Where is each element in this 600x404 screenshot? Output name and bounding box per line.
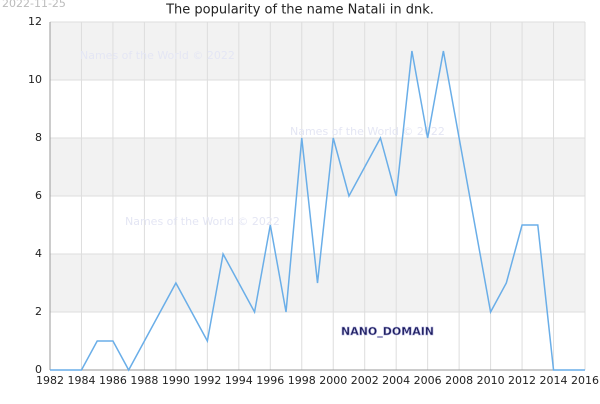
chart-title: The popularity of the name Natali in dnk… xyxy=(165,3,434,18)
x-tick-label: 2012 xyxy=(508,374,536,387)
x-tick-label: 1982 xyxy=(36,374,64,387)
x-tick-label: 2002 xyxy=(351,374,379,387)
x-tick-label: 1986 xyxy=(99,374,127,387)
y-tick-label: 8 xyxy=(35,131,42,144)
y-tick-label: 0 xyxy=(35,363,42,376)
y-tick-label: 6 xyxy=(35,189,42,202)
watermark: Names of the World © 2022 xyxy=(290,125,445,138)
brand-label: NANO_DOMAIN xyxy=(341,325,434,338)
x-tick-label: 2014 xyxy=(540,374,568,387)
x-tick-label: 2006 xyxy=(414,374,442,387)
y-tick-label: 2 xyxy=(35,305,42,318)
x-tick-label: 2000 xyxy=(319,374,347,387)
date-stamp: 2022-11-25 xyxy=(2,0,66,10)
grid-band xyxy=(50,138,585,196)
grid-band xyxy=(50,22,585,80)
x-tick-label: 2016 xyxy=(571,374,599,387)
x-tick-label: 1992 xyxy=(193,374,221,387)
y-tick-label: 10 xyxy=(28,73,42,86)
x-tick-label: 2004 xyxy=(382,374,410,387)
x-tick-label: 1994 xyxy=(225,374,253,387)
watermark: Names of the World © 2022 xyxy=(125,215,280,228)
x-tick-label: 2008 xyxy=(445,374,473,387)
y-tick-label: 12 xyxy=(28,15,42,28)
x-tick-label: 2010 xyxy=(477,374,505,387)
y-tick-label: 4 xyxy=(35,247,42,260)
watermark: Names of the World © 2022 xyxy=(80,49,235,62)
x-tick-label: 1988 xyxy=(130,374,158,387)
data-line xyxy=(50,50,585,372)
x-tick-label: 1990 xyxy=(162,374,190,387)
x-tick-label: 1998 xyxy=(288,374,316,387)
x-tick-label: 1996 xyxy=(256,374,284,387)
x-tick-label: 1984 xyxy=(67,374,95,387)
